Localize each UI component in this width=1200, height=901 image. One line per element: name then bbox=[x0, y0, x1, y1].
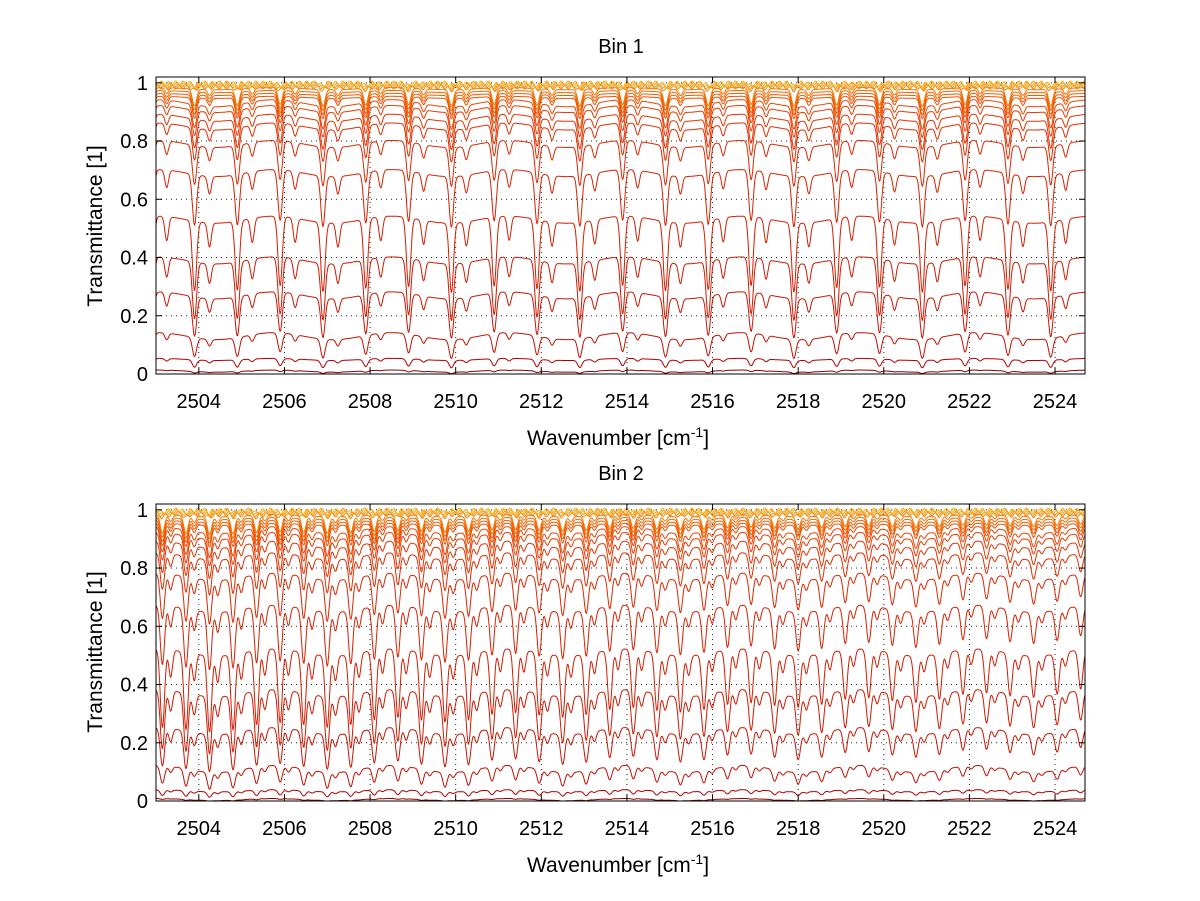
y-tick-label: 0 bbox=[137, 791, 148, 813]
y-tick-label: 0.4 bbox=[120, 248, 148, 270]
series-line bbox=[155, 765, 1086, 790]
x-axis-label-superscript: -1 bbox=[691, 851, 704, 867]
x-axis-label-text: Wavenumber [cm bbox=[527, 854, 691, 877]
series-line bbox=[155, 95, 1085, 120]
x-tick-label: 2516 bbox=[690, 818, 735, 840]
x-tick-label: 2504 bbox=[177, 818, 222, 840]
x-tick-label: 2520 bbox=[862, 391, 907, 413]
y-tick-label: 0.2 bbox=[120, 733, 148, 755]
series-line bbox=[155, 526, 1086, 559]
series-line bbox=[155, 517, 1086, 540]
x-tick-label: 2506 bbox=[262, 818, 307, 840]
x-tick-label: 2510 bbox=[433, 391, 478, 413]
traces-bin-1 bbox=[155, 80, 1086, 375]
series-line bbox=[155, 514, 1086, 536]
y-tick-label: 0.8 bbox=[120, 131, 148, 153]
x-tick-label: 2518 bbox=[776, 818, 821, 840]
x-tick-label: 2504 bbox=[177, 391, 222, 413]
y-axis-label-bin-2: Transmittance [1] bbox=[84, 571, 107, 732]
x-tick-label: 2524 bbox=[1033, 818, 1078, 840]
chart-title-bin-2: Bin 2 bbox=[598, 463, 644, 485]
series-line bbox=[155, 291, 1086, 339]
y-tick-label: 0.2 bbox=[120, 306, 148, 328]
x-axis-label-bracket: ] bbox=[703, 854, 709, 877]
series-line bbox=[155, 99, 1086, 130]
series-line bbox=[155, 140, 1085, 187]
series-line bbox=[155, 105, 1085, 138]
series-line bbox=[155, 507, 1085, 516]
x-tick-label: 2522 bbox=[947, 391, 992, 413]
series-line bbox=[155, 369, 1085, 375]
y-tick-label: 0.4 bbox=[120, 675, 148, 697]
chart-title-bin-1: Bin 1 bbox=[598, 36, 644, 58]
series-line bbox=[155, 122, 1086, 163]
series-line bbox=[155, 727, 1086, 772]
series-line bbox=[155, 519, 1086, 544]
series-line bbox=[155, 789, 1086, 798]
series-line bbox=[155, 113, 1085, 151]
series-line bbox=[155, 540, 1086, 579]
y-tick-label: 0.8 bbox=[120, 558, 148, 580]
x-ticks-bin-1: 2504 2506 2508 2510 2512 2514 2516 2518 2520 2522… bbox=[177, 77, 1078, 413]
y-tick-label: 0.6 bbox=[120, 616, 148, 638]
x-tick-label: 2512 bbox=[519, 818, 564, 840]
series-line bbox=[155, 90, 1085, 112]
series-line bbox=[155, 532, 1086, 567]
y-tick-label: 1 bbox=[137, 73, 148, 95]
series-line bbox=[155, 169, 1086, 228]
x-tick-label: 2520 bbox=[862, 818, 907, 840]
x-tick-label: 2514 bbox=[605, 391, 650, 413]
series-line bbox=[155, 522, 1086, 548]
x-tick-label: 2510 bbox=[433, 818, 478, 840]
x-ticks-bin-2: 2504 2506 2508 2510 2512 2514 2516 2518 2520 2522… bbox=[177, 504, 1078, 840]
x-axis-label-superscript: -1 bbox=[691, 424, 704, 440]
y-tick-label: 0 bbox=[137, 364, 148, 386]
x-tick-label: 2518 bbox=[776, 391, 821, 413]
series-line bbox=[155, 648, 1086, 733]
series-line bbox=[155, 552, 1086, 596]
panel-bin-2: Bin 2 2504 2506 2508 2510 2512 2514 2516 2518 25… bbox=[84, 463, 1086, 877]
x-tick-label: 2524 bbox=[1033, 391, 1078, 413]
series-line bbox=[155, 332, 1085, 359]
y-axis-label-bin-1: Transmittance [1] bbox=[84, 145, 107, 306]
plot-frame-bin-1 bbox=[155, 76, 1086, 375]
series-line bbox=[155, 87, 1085, 108]
series-line bbox=[155, 572, 1086, 625]
y-tick-label: 0.6 bbox=[120, 189, 148, 211]
plot-frame-bin-2 bbox=[155, 503, 1086, 802]
x-axis-label-bracket: ] bbox=[703, 427, 709, 450]
y-ticks-bin-2: 0 0.2 0.4 0.6 0.8 1 bbox=[120, 500, 1085, 813]
x-tick-label: 2508 bbox=[348, 391, 393, 413]
series-line bbox=[155, 80, 1086, 88]
series-line bbox=[155, 604, 1086, 671]
x-tick-label: 2506 bbox=[262, 391, 307, 413]
x-axis-label-text: Wavenumber [cm bbox=[527, 427, 691, 450]
x-axis-label-bin-1: Wavenumber [cm-1] bbox=[527, 424, 709, 450]
x-tick-label: 2512 bbox=[519, 391, 564, 413]
x-tick-label: 2514 bbox=[605, 818, 650, 840]
panel-bin-1: Bin 1 2504 2506 2508 2510 2512 2514 2516 2518 25… bbox=[84, 36, 1086, 450]
traces-bin-2 bbox=[155, 507, 1086, 802]
series-line bbox=[155, 256, 1085, 322]
x-tick-label: 2516 bbox=[690, 391, 735, 413]
x-tick-label: 2522 bbox=[947, 818, 992, 840]
x-axis-label-bin-2: Wavenumber [cm-1] bbox=[527, 851, 709, 877]
y-ticks-bin-1: 0 0.2 0.4 0.6 0.8 1 bbox=[120, 73, 1085, 386]
series-line bbox=[155, 689, 1086, 755]
series-line bbox=[155, 92, 1085, 116]
series-line bbox=[156, 798, 1085, 802]
series-line bbox=[155, 215, 1086, 293]
series-line bbox=[155, 357, 1085, 369]
x-tick-label: 2508 bbox=[348, 818, 393, 840]
y-tick-label: 1 bbox=[137, 500, 148, 522]
